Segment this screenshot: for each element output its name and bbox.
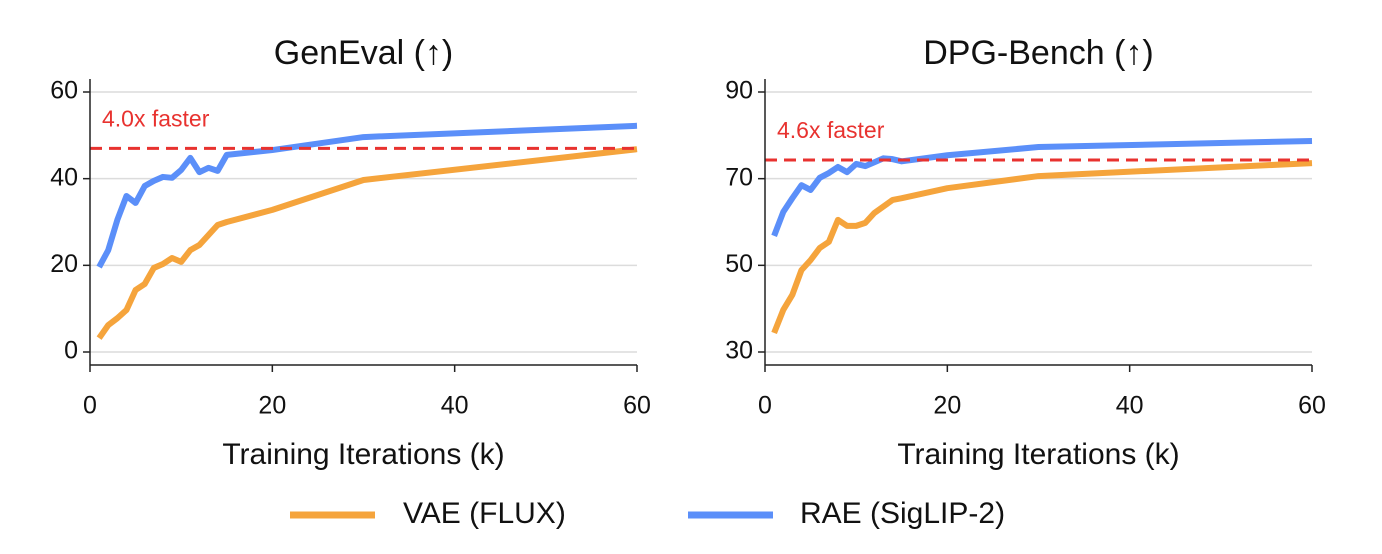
y-tick-label: 60 [50, 77, 78, 105]
annotation: 4.6x faster [777, 117, 885, 143]
y-tick-label: 40 [50, 163, 78, 191]
y-tick-label: 70 [725, 163, 753, 191]
y-tick-label: 30 [725, 337, 753, 365]
y-tick-label: 0 [64, 337, 78, 365]
x-tick-label: 40 [1116, 392, 1144, 420]
x-tick-label: 60 [623, 392, 651, 420]
x-axis-label: Training Iterations (k) [897, 438, 1179, 471]
x-tick-label: 20 [933, 392, 961, 420]
x-tick-label: 0 [758, 392, 772, 420]
y-tick-label: 50 [725, 250, 753, 278]
series-line [96, 122, 638, 269]
series-line [771, 137, 1313, 237]
series-line [771, 160, 1313, 335]
legend-label: VAE (FLUX) [403, 497, 566, 530]
y-tick-label: 20 [50, 250, 78, 278]
chart-title: GenEval (↑) [274, 34, 454, 72]
x-axis-label: Training Iterations (k) [222, 438, 504, 471]
series-line [96, 146, 638, 340]
x-tick-label: 0 [83, 392, 97, 420]
chart-title: DPG-Bench (↑) [923, 34, 1154, 72]
y-tick-label: 90 [725, 77, 753, 105]
x-tick-label: 20 [258, 392, 286, 420]
legend-label: RAE (SigLIP-2) [800, 497, 1005, 530]
x-tick-label: 60 [1298, 392, 1326, 420]
annotation: 4.0x faster [102, 105, 210, 131]
x-tick-label: 40 [441, 392, 469, 420]
